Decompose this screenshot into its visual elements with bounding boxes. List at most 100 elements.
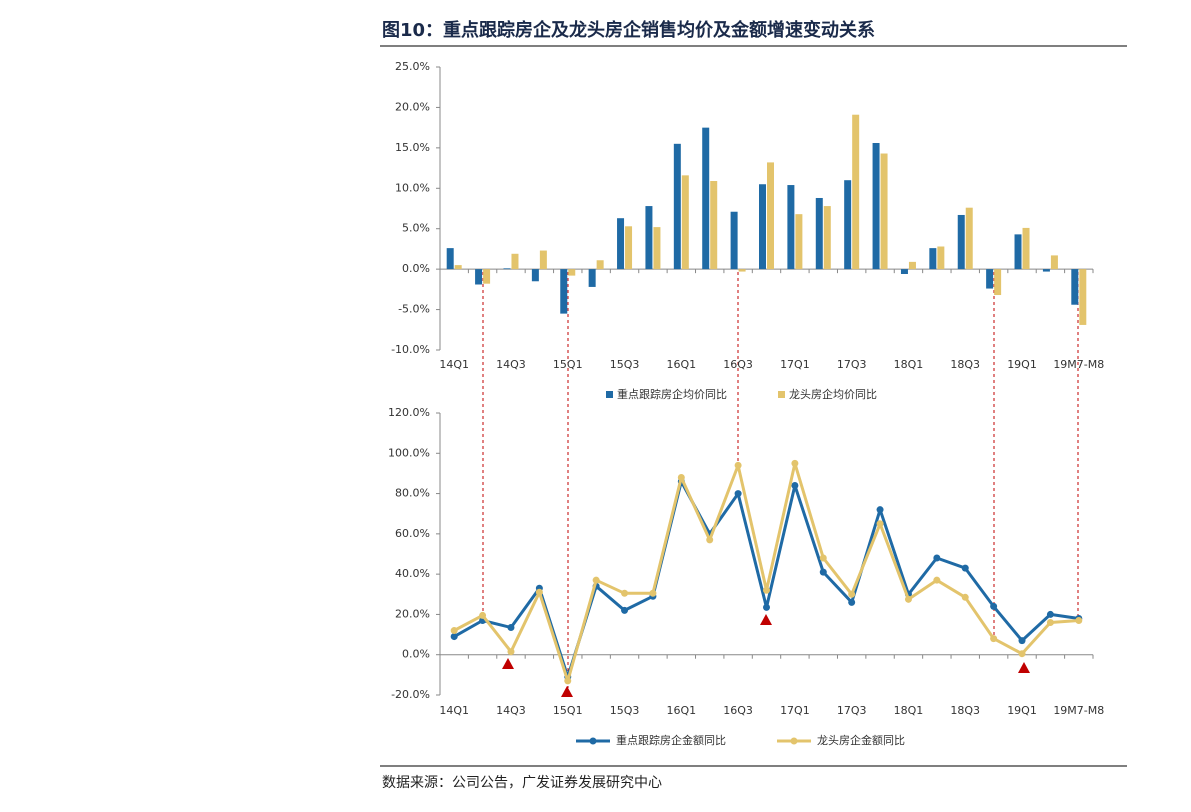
bar <box>475 269 483 285</box>
point <box>791 482 799 490</box>
point <box>1018 650 1026 658</box>
point <box>564 677 572 685</box>
x-tick-label: 16Q1 <box>666 358 696 371</box>
point <box>961 564 969 572</box>
x-tick-label: 15Q3 <box>610 358 640 371</box>
x-tick-label: 18Q3 <box>950 358 980 371</box>
bar <box>539 250 547 270</box>
y-tick-label: 10.0% <box>395 181 430 194</box>
point <box>819 554 827 562</box>
bar <box>531 269 539 282</box>
bar <box>1042 269 1050 272</box>
point <box>734 490 742 498</box>
point <box>450 627 458 635</box>
bar <box>588 269 596 287</box>
x-tick-label: 18Q1 <box>894 358 924 371</box>
y-tick-label: 5.0% <box>402 222 430 235</box>
point <box>848 598 856 606</box>
triangle-marker <box>561 686 573 697</box>
bar <box>568 269 576 276</box>
point <box>933 554 941 562</box>
y-tick-label: 60.0% <box>395 527 430 540</box>
point <box>507 624 515 632</box>
y-tick-label: 0.0% <box>402 262 430 275</box>
legend-label: 龙头房企均价同比 <box>789 387 877 401</box>
bar <box>681 175 689 270</box>
bar <box>617 218 625 270</box>
bar <box>596 260 604 270</box>
x-tick-label: 15Q1 <box>553 358 583 371</box>
point <box>763 586 770 594</box>
x-tick-label: 14Q1 <box>439 358 469 371</box>
bar <box>880 153 888 270</box>
bar <box>767 162 774 270</box>
bar <box>511 253 519 270</box>
point <box>904 595 912 603</box>
x-tick-label: 16Q1 <box>666 704 696 717</box>
x-tick-label: 14Q3 <box>496 358 526 371</box>
bar <box>937 246 945 270</box>
bar <box>710 181 718 270</box>
x-tick-label: 19M7-M8 <box>1053 704 1104 717</box>
point <box>734 461 742 469</box>
bar <box>503 268 511 270</box>
bar <box>1014 234 1022 270</box>
triangle-marker <box>502 658 514 669</box>
point <box>876 506 884 514</box>
bar <box>759 184 766 270</box>
bar <box>560 269 568 314</box>
point <box>592 576 600 584</box>
point <box>535 588 543 596</box>
bar <box>823 206 831 270</box>
y-tick-label: 0.0% <box>402 648 430 661</box>
legend-point <box>589 737 597 745</box>
point <box>450 633 458 641</box>
legend-swatch <box>778 391 785 398</box>
point <box>791 459 799 467</box>
x-tick-label: 18Q3 <box>950 704 980 717</box>
point <box>706 536 714 544</box>
bar <box>986 269 994 289</box>
bar <box>908 261 916 270</box>
line <box>453 461 1079 683</box>
x-tick-label: 15Q3 <box>610 704 640 717</box>
page-title: 图10：重点跟踪房企及龙头房企销售均价及金额增速变动关系 <box>382 19 875 41</box>
y-tick-label: -5.0% <box>398 303 430 316</box>
bar <box>454 265 462 270</box>
x-tick-label: 17Q3 <box>837 704 867 717</box>
x-tick-label: 15Q1 <box>553 704 583 717</box>
point <box>876 520 884 528</box>
legend-label: 重点跟踪房企均价同比 <box>617 387 727 401</box>
x-tick-label: 18Q1 <box>894 704 924 717</box>
bar <box>653 227 661 270</box>
bar <box>625 226 633 270</box>
x-tick-label: 17Q1 <box>780 358 810 371</box>
x-tick-label: 19M7-M8 <box>1053 358 1104 371</box>
bar <box>929 248 937 270</box>
point <box>479 611 487 619</box>
point <box>848 590 856 598</box>
bar <box>900 269 908 274</box>
y-tick-label: 20.0% <box>395 607 430 620</box>
bar <box>446 248 454 270</box>
bar <box>965 207 973 270</box>
x-tick-label: 16Q3 <box>723 704 753 717</box>
triangle-marker <box>1018 662 1030 673</box>
triangle-markers <box>502 614 1030 697</box>
bar <box>852 114 860 270</box>
x-tick-label: 14Q1 <box>439 704 469 717</box>
y-tick-label: 80.0% <box>395 487 430 500</box>
legend-label: 龙头房企金额同比 <box>817 733 905 747</box>
point <box>1018 637 1026 645</box>
bar <box>730 211 738 270</box>
bar <box>787 185 795 270</box>
x-tick-label: 17Q3 <box>837 358 867 371</box>
bar <box>872 143 880 270</box>
bar <box>1079 269 1087 325</box>
x-tick-label: 17Q1 <box>780 704 810 717</box>
point <box>990 635 998 643</box>
point <box>763 603 770 611</box>
triangle-marker <box>760 614 772 625</box>
y-tick-label: -10.0% <box>391 343 430 356</box>
